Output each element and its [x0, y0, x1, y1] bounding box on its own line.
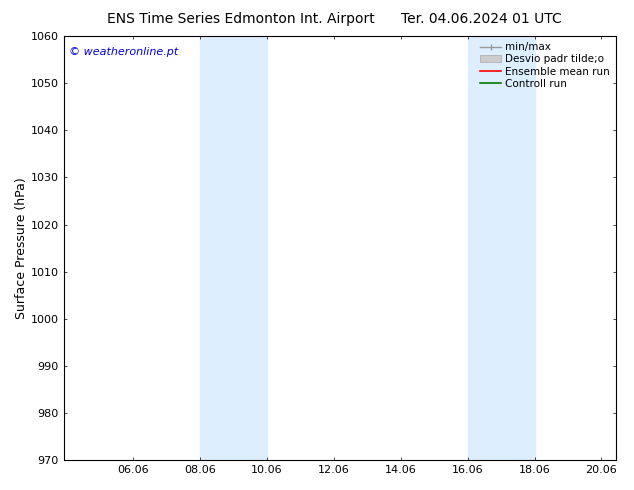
Y-axis label: Surface Pressure (hPa): Surface Pressure (hPa) — [15, 177, 28, 319]
Text: © weatheronline.pt: © weatheronline.pt — [69, 47, 179, 57]
Bar — [467, 36, 534, 460]
Text: ENS Time Series Edmonton Int. Airport: ENS Time Series Edmonton Int. Airport — [107, 12, 375, 26]
Legend: min/max, Desvio padr tilde;o, Ensemble mean run, Controll run: min/max, Desvio padr tilde;o, Ensemble m… — [476, 38, 614, 93]
Text: Ter. 04.06.2024 01 UTC: Ter. 04.06.2024 01 UTC — [401, 12, 562, 26]
Bar — [200, 36, 267, 460]
